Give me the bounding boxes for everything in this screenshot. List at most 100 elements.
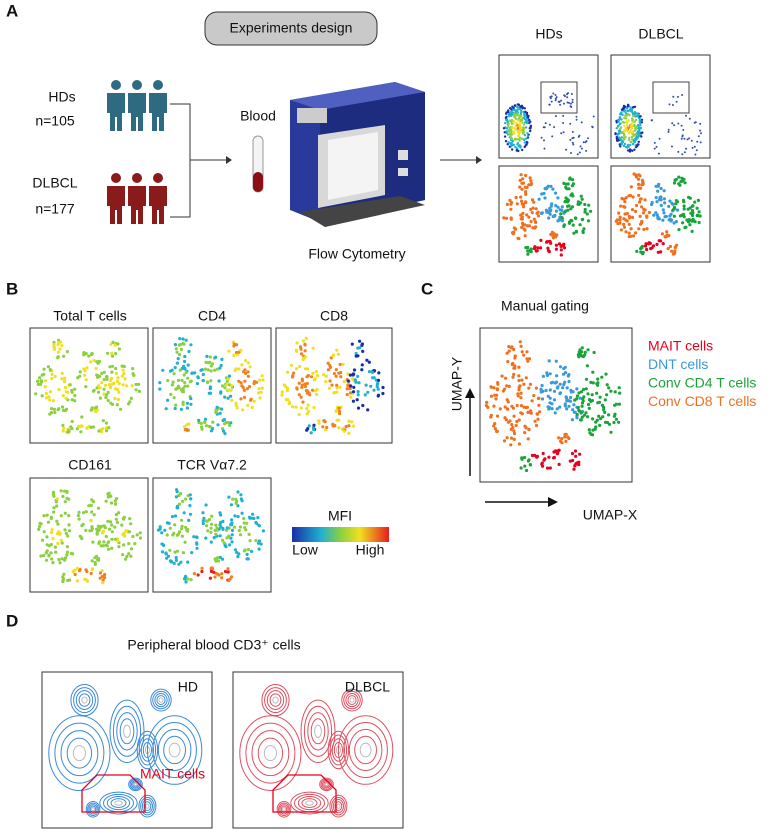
cell-dot xyxy=(63,500,67,504)
contour xyxy=(276,800,292,818)
cell-dot xyxy=(554,97,557,100)
cell-dot xyxy=(512,347,516,352)
cell-dot xyxy=(223,422,227,426)
cell-dot xyxy=(59,489,63,493)
person-body xyxy=(149,186,167,224)
cell-dot xyxy=(569,388,573,392)
cell-dot xyxy=(89,360,93,364)
contour xyxy=(323,781,330,788)
cell-dot xyxy=(568,176,572,180)
cell-dot xyxy=(503,387,507,391)
cell-dot xyxy=(116,342,120,346)
cell-dot xyxy=(356,374,360,378)
person-head xyxy=(153,80,163,90)
cell-dot xyxy=(506,133,510,136)
cell-dot xyxy=(165,556,169,560)
cell-dot xyxy=(257,391,261,395)
cell-dot xyxy=(201,519,205,523)
cell-dot xyxy=(696,214,700,218)
cell-dot xyxy=(57,388,61,392)
cell-dot xyxy=(173,343,177,347)
cell-dot xyxy=(236,555,240,559)
cell-dot xyxy=(180,524,184,529)
cell-dot xyxy=(226,421,230,425)
contour xyxy=(324,782,329,787)
cell-dot xyxy=(663,235,667,239)
cell-dot xyxy=(547,359,551,363)
cell-dot xyxy=(513,356,517,360)
cell-dot xyxy=(116,397,120,402)
cell-dot xyxy=(584,387,588,391)
cell-dot xyxy=(175,533,179,537)
cell-dot xyxy=(519,195,523,199)
cell-dot xyxy=(335,383,339,387)
cell-dot xyxy=(591,370,595,374)
cell-dot xyxy=(637,140,640,143)
cell-dot xyxy=(672,214,677,218)
cell-dot xyxy=(596,377,600,381)
cell-dot xyxy=(248,365,252,369)
cell-dot xyxy=(566,208,570,212)
cell-dot xyxy=(334,374,338,378)
cell-dot xyxy=(528,176,532,180)
cell-dot xyxy=(613,390,617,394)
cell-dot xyxy=(79,430,83,434)
cell-dot xyxy=(206,529,210,533)
cell-dot xyxy=(341,362,345,366)
cell-dot xyxy=(566,101,569,104)
design-box xyxy=(204,11,378,46)
cell-dot xyxy=(81,522,85,527)
cell-dot xyxy=(558,208,562,212)
cell-dot xyxy=(517,379,521,383)
cell-dot xyxy=(534,423,539,428)
cell-dot xyxy=(556,205,560,209)
plot-label: DLBCL xyxy=(345,679,390,695)
cell-dot xyxy=(37,527,41,532)
cell-dot xyxy=(526,141,529,144)
cell-dot xyxy=(557,242,562,246)
cell-dot xyxy=(602,408,606,412)
cell-dot xyxy=(297,413,301,417)
cell-dot xyxy=(175,506,179,510)
cell-dot xyxy=(280,390,284,394)
cell-dot xyxy=(551,135,554,138)
cell-dot xyxy=(235,353,239,357)
cell-dot xyxy=(595,382,599,386)
cell-dot xyxy=(209,569,213,574)
cell-dot xyxy=(521,107,524,110)
cell-dot xyxy=(570,152,572,154)
cell-dot xyxy=(582,413,587,417)
cell-dot xyxy=(504,376,508,380)
cell-dot xyxy=(214,532,218,536)
umap-plot xyxy=(34,338,141,434)
cell-dot xyxy=(518,185,522,189)
cell-dot xyxy=(565,197,569,201)
cell-dot xyxy=(201,372,205,377)
cell-dot xyxy=(345,393,349,397)
cell-dot xyxy=(91,540,95,544)
cell-dot xyxy=(647,210,652,215)
cell-dot xyxy=(591,417,595,421)
cell-dot xyxy=(569,122,572,125)
cell-dot xyxy=(312,428,316,432)
cell-dot xyxy=(627,104,630,107)
cell-dot xyxy=(526,113,529,117)
cell-dot xyxy=(240,363,244,367)
person-head xyxy=(111,80,121,90)
cell-dot xyxy=(562,131,565,134)
cell-dot xyxy=(110,364,115,368)
cell-dot xyxy=(522,129,525,133)
contour xyxy=(119,718,135,745)
cell-dot xyxy=(527,224,532,228)
cell-dot xyxy=(100,430,104,434)
cell-dot xyxy=(70,398,74,402)
cell-dot xyxy=(163,528,167,532)
cell-dot xyxy=(524,190,528,194)
cell-dot xyxy=(92,513,96,517)
cell-dot xyxy=(541,374,546,378)
cell-dot xyxy=(337,418,341,422)
cell-dot xyxy=(627,149,630,152)
cell-dot xyxy=(564,395,568,399)
cell-dot xyxy=(678,214,683,218)
cell-dot xyxy=(590,433,595,437)
